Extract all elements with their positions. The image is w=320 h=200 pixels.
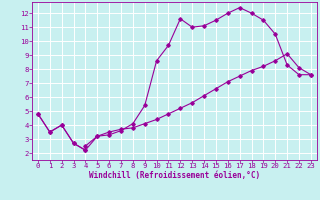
X-axis label: Windchill (Refroidissement éolien,°C): Windchill (Refroidissement éolien,°C) xyxy=(89,171,260,180)
